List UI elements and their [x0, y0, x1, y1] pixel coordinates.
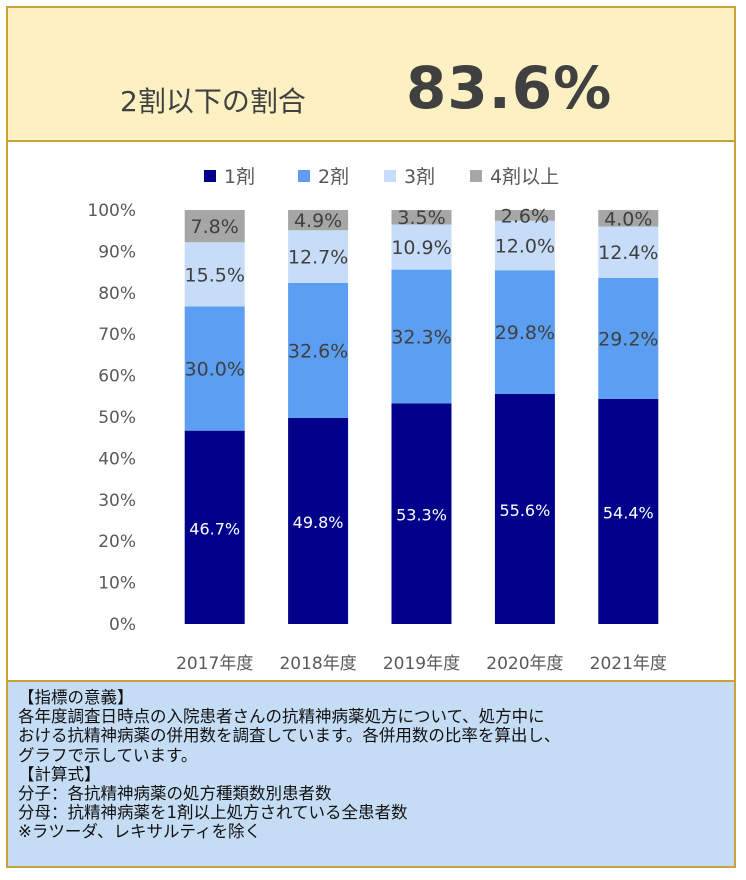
- data-label: 29.8%: [495, 322, 555, 344]
- chart-svg: 0% 10% 20% 30% 40% 50% 60% 70% 80% 90% 100% 46.7% 30…: [87, 166, 667, 674]
- notes-line: おける抗精神病薬の併用数を調査しています。各併用数の比率を算出し、: [18, 726, 561, 746]
- legend-swatch: [384, 170, 396, 182]
- y-tick-label: 40%: [98, 449, 136, 469]
- bar-segment: [288, 282, 349, 418]
- summary-value: 83.6%: [406, 54, 613, 122]
- data-label: 54.4%: [603, 503, 654, 522]
- data-label: 30.0%: [185, 359, 245, 381]
- notes-line: グラフで示しています。: [18, 745, 198, 765]
- data-label: 15.5%: [185, 264, 245, 286]
- x-tick-label: 2018年度: [279, 654, 356, 674]
- bar-segment: [288, 230, 349, 283]
- y-tick-label: 30%: [98, 491, 136, 511]
- legend-swatch: [470, 170, 482, 182]
- bar-segment: [391, 269, 452, 404]
- data-label: 32.6%: [288, 340, 348, 362]
- bar-segment: [288, 417, 349, 624]
- data-label: 55.6%: [499, 501, 550, 520]
- notes-line: ※ラツーダ、レキサルティを除く: [18, 822, 262, 842]
- notes-line: 【計算式】: [18, 764, 101, 784]
- legend-swatch: [298, 170, 310, 182]
- data-label: 12.0%: [495, 236, 555, 258]
- bar-segment: [598, 210, 659, 227]
- data-label: 4.0%: [604, 208, 652, 230]
- legend-label: 1剤: [224, 166, 255, 188]
- data-label: 32.3%: [391, 326, 451, 348]
- indicator-card: 2割以下の割合 83.6% 0% 10% 20% 30% 40% 50% 60% 70% 80%…: [6, 6, 736, 868]
- notes-line: 分子：各抗精神病薬の処方種類数別患者数: [18, 784, 332, 804]
- bar-segment: [391, 403, 452, 624]
- data-label: 12.4%: [598, 242, 658, 264]
- notes-line: 分母：抗精神病薬を1剤以上処方されている全患者数: [18, 803, 408, 823]
- summary-header: 2割以下の割合 83.6%: [8, 8, 734, 142]
- data-label: 7.8%: [191, 216, 239, 238]
- y-tick-label: 60%: [98, 367, 136, 387]
- y-tick-label: 70%: [98, 325, 136, 345]
- bar-segment: [494, 210, 555, 221]
- bar-segment: [598, 226, 659, 278]
- data-label: 46.7%: [189, 519, 240, 538]
- data-label: 4.9%: [294, 210, 342, 232]
- bar-segment: [494, 220, 555, 271]
- data-label: 2.6%: [501, 205, 549, 227]
- x-tick-label: 2017年度: [176, 654, 253, 674]
- data-label: 10.9%: [391, 237, 451, 259]
- x-tick-label: 2019年度: [383, 654, 460, 674]
- x-tick-label: 2021年度: [590, 654, 667, 674]
- bar-segment: [288, 210, 349, 231]
- notes-line: 【指標の意義】: [18, 688, 134, 707]
- bar-segment: [494, 270, 555, 394]
- data-label: 49.8%: [293, 513, 344, 532]
- data-label: 12.7%: [288, 247, 348, 269]
- legend-label: 4剤以上: [490, 166, 559, 188]
- bar-segment: [184, 430, 245, 624]
- bar-segment: [598, 277, 659, 399]
- x-tick-label: 2020年度: [486, 654, 563, 674]
- bar-segment: [391, 210, 452, 225]
- bar-segment: [391, 224, 452, 270]
- indicator-notes: 【指標の意義】 各年度調査日時点の入院患者さんの抗精神病薬処方について、処方中に…: [8, 680, 734, 866]
- y-tick-label: 90%: [98, 242, 136, 262]
- y-tick-label: 10%: [98, 574, 136, 594]
- bar-segment: [184, 242, 245, 307]
- stacked-bar-chart: 0% 10% 20% 30% 40% 50% 60% 70% 80% 90% 100% 46.7% 30…: [8, 142, 734, 680]
- y-tick-label: 50%: [98, 408, 136, 428]
- legend-label: 3剤: [404, 166, 435, 188]
- legend-label: 2剤: [318, 166, 349, 188]
- notes-line: 各年度調査日時点の入院患者さんの抗精神病薬処方について、処方中に: [18, 707, 545, 727]
- bar-segment: [494, 393, 555, 624]
- legend-swatch: [204, 170, 216, 182]
- bar-segment: [598, 398, 659, 624]
- data-label: 3.5%: [397, 207, 445, 229]
- data-label: 29.2%: [598, 328, 658, 350]
- y-tick-label: 0%: [109, 615, 136, 635]
- summary-label: 2割以下の割合: [120, 85, 306, 118]
- bar-segment: [184, 210, 245, 243]
- bar-segment: [184, 306, 245, 431]
- y-tick-label: 20%: [98, 532, 136, 552]
- y-tick-label: 80%: [98, 284, 136, 304]
- data-label: 53.3%: [396, 506, 447, 525]
- y-tick-label: 100%: [87, 201, 136, 221]
